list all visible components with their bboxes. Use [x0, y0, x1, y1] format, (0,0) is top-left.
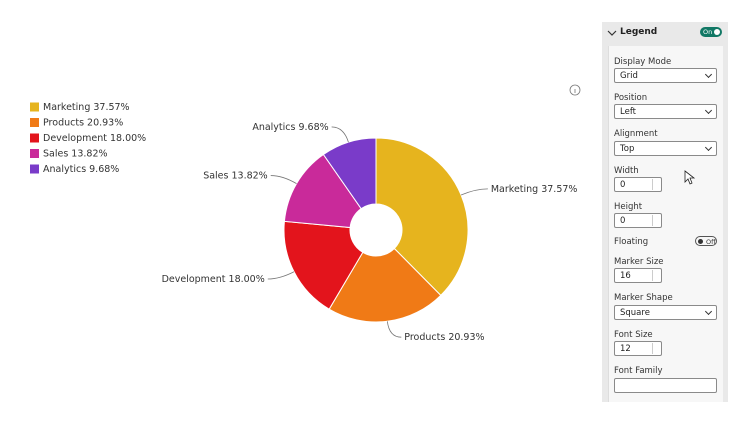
spinbox[interactable]: 0: [614, 177, 662, 192]
slice: [328, 247, 442, 323]
toggle-text: Off: [706, 238, 716, 246]
data-label: Analytics 9.68%: [252, 121, 328, 132]
cursor: [684, 170, 696, 185]
slice: [375, 137, 469, 297]
spinbox[interactable]: 0: [614, 213, 662, 228]
legend-entry: Products 20.93%: [43, 117, 123, 128]
pane-title: Legend: [620, 27, 658, 37]
label-value: 13.82%: [71, 148, 107, 159]
label-name: Marketing: [491, 183, 538, 194]
slice: [322, 137, 377, 210]
label-value: 9.68%: [298, 121, 328, 132]
label-name: Analytics: [43, 164, 86, 175]
dropdown[interactable]: Grid: [614, 68, 717, 83]
legend-marker: [30, 118, 39, 127]
label-value: 37.57%: [541, 183, 577, 194]
field-label: Marker Size: [614, 257, 664, 267]
legend-toggle[interactable]: On: [700, 27, 722, 37]
field-label: Floating: [614, 237, 649, 247]
label-value: 37.57%: [93, 102, 129, 113]
field-label: Width: [614, 166, 639, 176]
label-name: Marketing: [43, 102, 90, 113]
info-icon[interactable]: [569, 84, 581, 96]
legend-entry: Sales 13.82%: [43, 148, 108, 159]
format-pane: Legend On Display Mode Grid Position Lef…: [602, 22, 728, 402]
dropdown[interactable]: Left: [614, 104, 717, 119]
floating-toggle[interactable]: Off: [695, 236, 717, 246]
field-label: Font Family: [614, 366, 663, 376]
label-name: Sales: [203, 170, 228, 181]
label-name: Development: [162, 274, 226, 285]
text-input[interactable]: [614, 378, 717, 393]
label-value: 20.93%: [87, 117, 123, 128]
label-name: Sales: [43, 148, 68, 159]
legend-marker: [30, 149, 39, 158]
label-value: 18.00%: [110, 133, 146, 144]
label-value: 13.82%: [231, 170, 267, 181]
label-name: Products: [404, 332, 445, 343]
leader-line: [267, 271, 295, 280]
field-label: Alignment: [614, 129, 658, 139]
data-label: Products 20.93%: [404, 332, 484, 343]
leader-line: [270, 175, 297, 184]
dropdown[interactable]: Top: [614, 141, 717, 156]
legend-entry: Analytics 9.68%: [43, 164, 119, 175]
legend-entry: Marketing 37.57%: [43, 102, 130, 113]
field-label: Font Size: [614, 330, 653, 340]
spinbox[interactable]: 12: [614, 341, 662, 356]
field-label: Position: [614, 93, 648, 103]
chart: Marketing 37.57%Products 20.93%Development…: [30, 84, 581, 343]
data-label: Marketing 37.57%: [491, 183, 578, 194]
legend-marker: [30, 164, 39, 174]
label-name: Development: [43, 133, 107, 144]
dropdown[interactable]: Square: [614, 305, 717, 320]
slice: [283, 220, 364, 310]
legend-entry: Development 18.00%: [43, 133, 146, 144]
label-value: 18.00%: [229, 274, 265, 285]
field-label: Display Mode: [614, 57, 672, 67]
toggle-text: On: [703, 28, 713, 36]
label-value: 9.68%: [89, 164, 119, 175]
legend-marker: [30, 133, 39, 143]
leader-line: [331, 126, 349, 143]
spinbox[interactable]: 16: [614, 268, 662, 283]
field-label: Height: [614, 202, 643, 212]
leader-line: [386, 321, 402, 338]
pane-body: Display Mode Grid Position Left Alignmen…: [608, 46, 723, 402]
leader-line: [460, 188, 488, 196]
chevron[interactable]: [606, 27, 618, 39]
label-value: 20.93%: [448, 332, 484, 343]
label-name: Products: [43, 117, 84, 128]
data-label: Development 18.00%: [162, 274, 265, 285]
legend-marker: [30, 102, 39, 112]
data-label: Sales 13.82%: [203, 170, 268, 181]
field-label: Marker Shape: [614, 293, 673, 303]
label-name: Analytics: [252, 121, 295, 132]
